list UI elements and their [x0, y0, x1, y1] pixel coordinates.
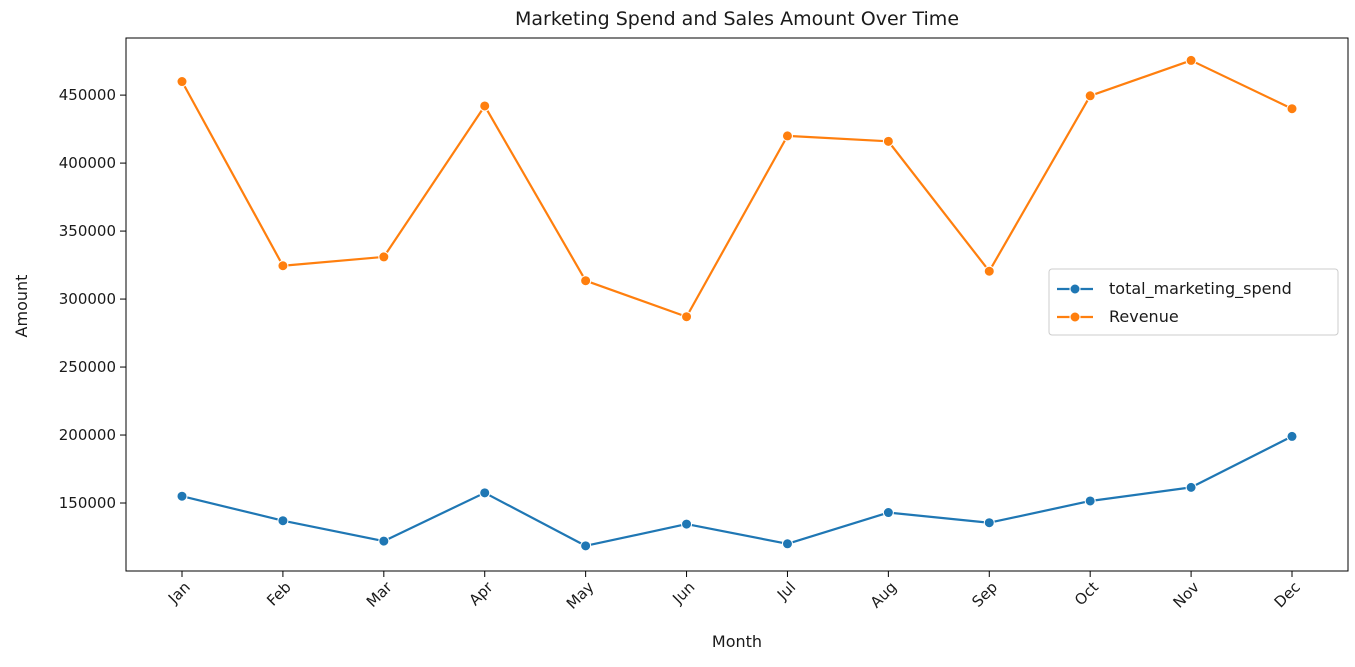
- y-axis-title: Amount: [12, 275, 31, 338]
- legend-label: total_marketing_spend: [1109, 279, 1292, 299]
- data-point: [1185, 481, 1197, 493]
- data-point: [176, 76, 188, 88]
- data-point: [1286, 103, 1298, 115]
- series-line-total-marketing-spend: [181, 435, 1293, 547]
- y-tick-label: 450000: [59, 86, 116, 104]
- data-point: [580, 275, 592, 287]
- data-point: [1084, 495, 1096, 507]
- y-tick-label: 150000: [59, 494, 116, 512]
- x-tick-label: Jan: [164, 578, 194, 608]
- chart-title: Marketing Spend and Sales Amount Over Ti…: [515, 8, 959, 30]
- data-point: [882, 507, 894, 519]
- plot-area: 150000 200000 250000 300000 350000 400000 4500…: [59, 37, 1349, 613]
- data-point: [1185, 54, 1197, 66]
- x-axis-title: Month: [712, 632, 762, 651]
- x-tick-label: Feb: [263, 578, 295, 610]
- data-point: [1286, 430, 1298, 442]
- y-tick-label: 400000: [59, 154, 116, 172]
- x-tick-label: Dec: [1271, 578, 1304, 611]
- y-tick-label: 350000: [59, 222, 116, 240]
- x-tick-label: Mar: [363, 578, 396, 611]
- x-tick-label: Aug: [867, 578, 900, 611]
- legend-marker: [1069, 311, 1081, 323]
- legend-marker: [1069, 283, 1081, 295]
- series-line-revenue: [181, 59, 1293, 318]
- data-point: [781, 538, 793, 550]
- data-point: [479, 487, 491, 499]
- plot-frame: [125, 37, 1349, 572]
- data-point: [983, 265, 995, 277]
- legend-label: Revenue: [1109, 307, 1179, 326]
- data-point: [681, 311, 693, 323]
- data-point: [378, 251, 390, 263]
- data-point: [983, 517, 995, 529]
- data-point: [580, 540, 592, 552]
- x-tick-label: Oct: [1071, 578, 1102, 609]
- x-tick-label: Jul: [773, 578, 799, 604]
- data-point: [176, 490, 188, 502]
- x-tick-label: May: [563, 578, 598, 613]
- data-point: [479, 100, 491, 112]
- legend-box: [1048, 268, 1339, 336]
- x-tick-label: Jun: [668, 578, 698, 608]
- data-point: [1084, 90, 1096, 102]
- y-tick-label: 200000: [59, 426, 116, 444]
- y-tick-label: 250000: [59, 358, 116, 376]
- x-tick-label: Nov: [1169, 578, 1203, 612]
- data-point: [277, 515, 289, 527]
- x-tick-label: Apr: [465, 578, 497, 610]
- x-tick-label: Sep: [968, 578, 1001, 611]
- data-point: [277, 260, 289, 272]
- y-tick-label: 300000: [59, 290, 116, 308]
- data-point: [681, 518, 693, 530]
- data-point: [882, 135, 894, 147]
- data-point: [378, 535, 390, 547]
- data-point: [781, 130, 793, 142]
